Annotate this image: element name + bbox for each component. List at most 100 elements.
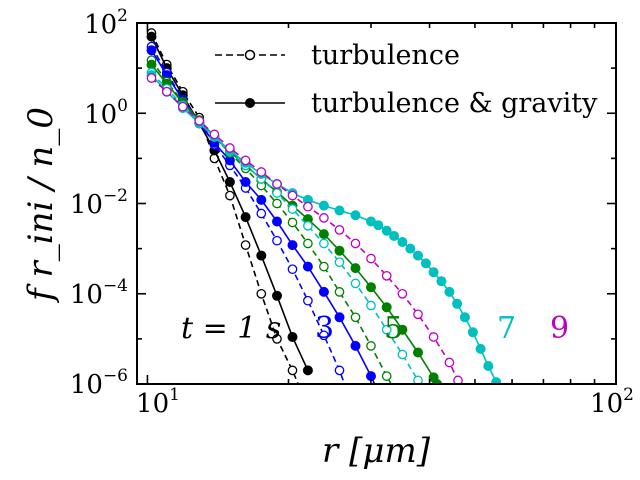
legend-label-turbulence-gravity: turbulence & gravity bbox=[311, 88, 598, 119]
x-axis-title: r [μm] bbox=[322, 431, 431, 471]
annotation-t1: t = 1 s bbox=[181, 311, 281, 346]
annotation-t7: 7 bbox=[497, 311, 516, 346]
data-point-s4-11 bbox=[319, 261, 329, 272]
data-point-s8-11 bbox=[319, 213, 329, 223]
data-point-s8-1 bbox=[161, 86, 172, 97]
legend-label-turbulence: turbulence bbox=[311, 40, 460, 71]
data-point-s6-15 bbox=[381, 324, 392, 335]
data-point-s6-18 bbox=[423, 387, 431, 395]
data-point-s7-16 bbox=[381, 225, 392, 236]
data-point-s7-12 bbox=[334, 205, 345, 216]
data-point-s0-8 bbox=[272, 334, 282, 344]
data-point-s7-19 bbox=[405, 243, 416, 254]
series-line-0 bbox=[150, 32, 299, 384]
data-point-s5-13 bbox=[350, 263, 361, 274]
legend: turbulence turbulence & gravity bbox=[215, 40, 598, 119]
data-point-s2-10 bbox=[303, 295, 313, 306]
data-point-s3-11 bbox=[318, 286, 329, 297]
data-point-s8-5 bbox=[225, 143, 235, 153]
data-point-s8-6 bbox=[240, 155, 251, 166]
annotation-t3: 3 bbox=[315, 311, 334, 346]
data-point-s6-16 bbox=[397, 349, 408, 360]
data-point-s5-14 bbox=[365, 282, 376, 293]
data-point-s3-13 bbox=[350, 340, 361, 351]
data-point-s7-13 bbox=[350, 210, 361, 221]
data-point-s5-17 bbox=[412, 347, 423, 358]
data-point-s6-11 bbox=[319, 238, 329, 249]
data-point-s7-23 bbox=[436, 276, 447, 287]
data-point-s3-0 bbox=[146, 45, 157, 56]
data-point-s8-17 bbox=[413, 309, 423, 320]
data-point-s8-19 bbox=[444, 357, 455, 368]
annotation-t9: 9 bbox=[550, 311, 569, 346]
data-point-s3-12 bbox=[334, 312, 345, 323]
data-point-s2-8 bbox=[272, 235, 282, 246]
data-point-s6-17 bbox=[413, 375, 423, 384]
data-point-s1-0 bbox=[146, 31, 157, 42]
data-point-s0-9 bbox=[287, 365, 298, 376]
data-point-s7-18 bbox=[397, 236, 408, 247]
data-point-s0-5 bbox=[225, 190, 235, 201]
data-point-s8-18 bbox=[428, 332, 439, 342]
data-point-s8-13 bbox=[350, 238, 361, 249]
data-point-s5-12 bbox=[334, 245, 345, 256]
data-point-s7-30 bbox=[491, 377, 502, 384]
data-point-s3-10 bbox=[302, 261, 313, 272]
data-point-s7-22 bbox=[428, 267, 439, 278]
data-point-s2-12 bbox=[334, 365, 345, 376]
data-point-s8-16 bbox=[397, 288, 408, 299]
data-point-s4-16 bbox=[391, 383, 396, 384]
data-point-s2-11 bbox=[319, 330, 329, 341]
data-point-s0-10 bbox=[304, 403, 312, 411]
data-point-s4-10 bbox=[303, 238, 313, 249]
legend-filled-marker bbox=[245, 98, 255, 108]
data-point-s3-6 bbox=[240, 176, 251, 187]
data-point-s1-8 bbox=[271, 290, 282, 301]
data-point-s8-2 bbox=[177, 101, 188, 112]
data-point-s4-13 bbox=[350, 312, 361, 323]
data-point-s8-3 bbox=[194, 115, 205, 126]
legend-open-marker bbox=[244, 49, 256, 61]
data-point-s7-26 bbox=[459, 312, 470, 323]
data-point-s1-6 bbox=[240, 212, 251, 223]
x-tick-label-100: 102 bbox=[590, 385, 634, 419]
data-point-s7-21 bbox=[420, 258, 431, 269]
data-point-s7-25 bbox=[452, 298, 463, 309]
data-point-s6-8 bbox=[272, 188, 282, 198]
y-tick-label-1e2: 102 bbox=[84, 6, 128, 40]
data-point-s2-9 bbox=[287, 264, 298, 275]
data-point-s3-9 bbox=[287, 240, 298, 251]
data-point-s1-9 bbox=[287, 331, 298, 342]
data-point-s4-15 bbox=[381, 371, 392, 381]
data-point-s1-5 bbox=[224, 176, 235, 187]
data-point-s7-17 bbox=[389, 230, 400, 241]
data-point-s8-8 bbox=[272, 179, 282, 189]
data-point-s5-16 bbox=[397, 324, 408, 335]
data-point-s0-6 bbox=[240, 240, 251, 250]
data-point-s4-14 bbox=[366, 341, 376, 351]
data-point-s0-7 bbox=[256, 288, 267, 299]
data-point-s8-20 bbox=[453, 375, 463, 384]
y-tick-label-1e0: 100 bbox=[84, 96, 128, 130]
data-point-s7-31 bbox=[497, 386, 506, 395]
data-point-s7-11 bbox=[318, 200, 329, 211]
data-point-s8-7 bbox=[256, 167, 267, 177]
data-point-s6-9 bbox=[287, 204, 298, 214]
y-tick-label-1e-4: 10−4 bbox=[70, 276, 128, 310]
data-point-s2-7 bbox=[256, 208, 267, 219]
data-point-s6-12 bbox=[334, 257, 345, 268]
data-point-s1-10 bbox=[302, 365, 313, 376]
data-point-s8-9 bbox=[287, 190, 298, 201]
data-point-s6-14 bbox=[366, 300, 376, 311]
data-point-s3-8 bbox=[271, 216, 282, 227]
data-point-s4-9 bbox=[287, 217, 298, 228]
data-point-s7-29 bbox=[483, 360, 494, 371]
data-point-s7-24 bbox=[444, 286, 455, 297]
data-point-s3-7 bbox=[256, 194, 267, 205]
data-point-s4-12 bbox=[334, 287, 345, 297]
y-tick-label-1e-6: 10−6 bbox=[70, 366, 128, 400]
data-point-s7-20 bbox=[412, 250, 423, 261]
data-point-s4-8 bbox=[272, 198, 282, 209]
data-point-s6-10 bbox=[303, 220, 313, 231]
